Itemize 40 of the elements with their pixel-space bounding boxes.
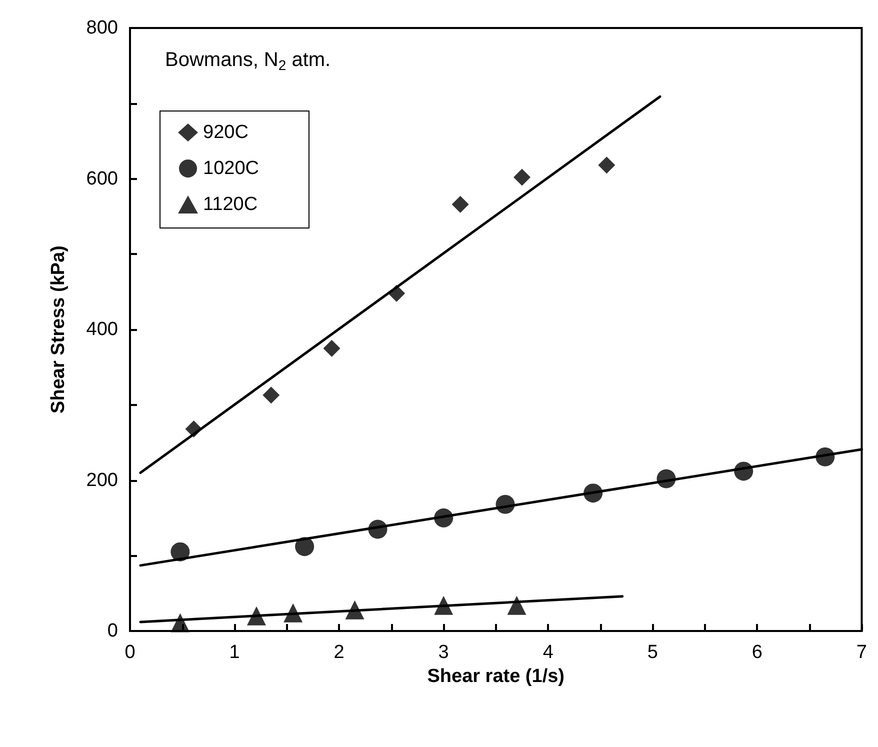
legend-label: 1120C xyxy=(203,194,258,215)
y-tick-label: 0 xyxy=(107,620,118,642)
x-tick-label: 3 xyxy=(438,642,449,663)
point xyxy=(507,596,526,615)
point xyxy=(496,494,515,514)
point xyxy=(323,340,340,357)
x-tick-label: 0 xyxy=(124,642,136,663)
point xyxy=(656,469,676,488)
x-tick-label: 5 xyxy=(647,642,658,663)
point xyxy=(434,596,454,615)
point xyxy=(434,508,454,528)
point xyxy=(246,606,266,626)
point xyxy=(345,600,364,620)
point xyxy=(513,168,530,186)
y-tick-label: 200 xyxy=(86,470,118,491)
point xyxy=(284,603,303,622)
y-axis-title: Shear Stress (kPa) xyxy=(48,246,69,414)
point xyxy=(816,447,835,466)
point xyxy=(368,520,388,539)
point xyxy=(295,537,314,556)
y-tick-label: 800 xyxy=(86,18,118,38)
x-tick-label: 7 xyxy=(856,642,868,663)
y-tick-label: 400 xyxy=(86,319,118,340)
point xyxy=(388,284,406,302)
x-tick-label: 2 xyxy=(334,642,344,663)
x-tick-label: 6 xyxy=(752,642,762,663)
point xyxy=(185,420,202,438)
point xyxy=(170,542,190,562)
point xyxy=(262,386,280,404)
point xyxy=(584,484,603,503)
x-tick-label: 1 xyxy=(229,642,240,663)
point xyxy=(170,613,190,632)
x-tick-label: 4 xyxy=(542,642,554,663)
point xyxy=(452,196,469,213)
y-tick-label: 600 xyxy=(86,168,118,190)
point xyxy=(598,156,616,174)
legend-label: 920C xyxy=(203,122,248,143)
legend-label: 1020C xyxy=(203,158,259,179)
x-axis-title: Shear rate (1/s) xyxy=(427,666,565,687)
point xyxy=(734,462,754,481)
